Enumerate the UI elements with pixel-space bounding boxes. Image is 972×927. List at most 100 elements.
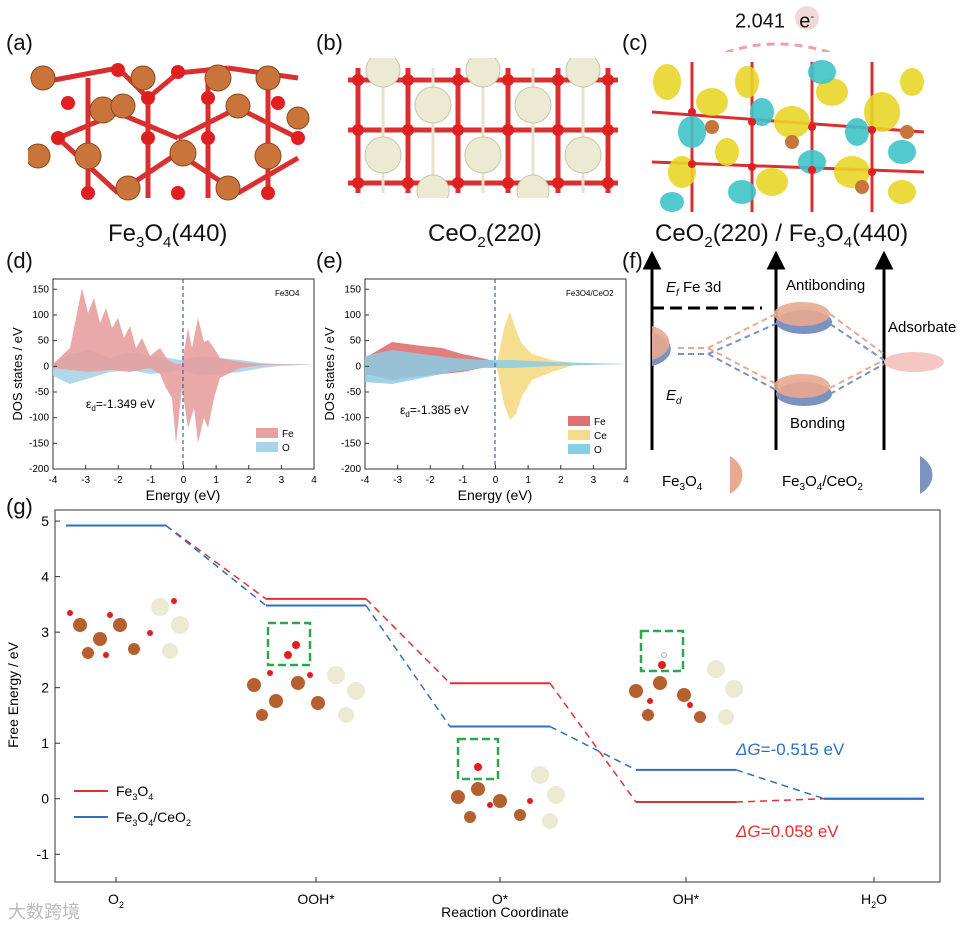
structure-inset-o: [440, 737, 572, 835]
svg-text:O: O: [282, 443, 290, 454]
svg-text:O: O: [594, 445, 602, 456]
dos-e-xtick-label: 3: [591, 475, 597, 486]
structure-inset-o2: [64, 598, 194, 663]
g-ytick-label: 3: [41, 624, 49, 640]
dos-e-xtick-label: -2: [426, 475, 435, 486]
panel-label-f: (f): [622, 248, 643, 273]
svg-text:Fe3O4: Fe3O4: [662, 473, 703, 493]
dos-e-xtick-label: 2: [558, 475, 564, 486]
connector-fe3o4-2: [549, 682, 637, 803]
dos-e-ytick-label: 0: [355, 361, 361, 372]
dos-d-legend: Fe O: [256, 428, 294, 454]
caption-b: CeO2(220): [428, 220, 542, 251]
caption-a: Fe3O4(440): [108, 220, 228, 251]
svg-text:Fe: Fe: [282, 429, 294, 440]
delta-g-fe3o4: ΔG=0.058 eV: [735, 822, 839, 841]
charge-density-image: [652, 52, 924, 214]
panel-label-c: (c): [622, 30, 648, 55]
dos-d-xtick-label: -2: [114, 475, 123, 486]
g-ylabel: Free Energy / eV: [5, 641, 21, 747]
ed-label: Ed: [666, 387, 682, 407]
dos-d-ytick-label: -50: [35, 387, 50, 398]
g-xlabel: Reaction Coordinate: [441, 904, 569, 920]
dos-e-eps: εd=-1.385 eV: [400, 403, 469, 419]
g-ytick-label: 4: [41, 569, 49, 585]
dos-d-xtick-label: 1: [213, 475, 219, 486]
dos-d-ytick-label: 150: [32, 284, 49, 295]
dos-e-legend: Fe Ce O: [568, 416, 607, 456]
dos-e-xtick-label: -4: [361, 475, 370, 486]
ed-band-fe3o4: [652, 326, 670, 360]
ef-label: Ef Fe 3d: [666, 279, 721, 299]
structure-inset-ooh: [238, 621, 370, 727]
adsorbate-level: [884, 352, 944, 372]
g-ytick-label: 2: [41, 680, 49, 696]
dos-e-ytick-label: -100: [341, 413, 361, 424]
dos-d-xtick-label: 2: [246, 475, 252, 486]
panel-label-d: (d): [6, 248, 33, 273]
dos-d-ytick-label: 100: [32, 310, 49, 321]
antibonding-label: Antibonding: [786, 277, 865, 294]
dos-e-ytick-label: 100: [344, 310, 361, 321]
g-xtick-label: OH*: [673, 891, 700, 907]
g-ytick-label: 1: [41, 735, 49, 751]
dos-e-ytick-label: 150: [344, 284, 361, 295]
dos-e-xtick-label: 4: [623, 475, 629, 486]
dos-plot-fe3o4: DOS states / eV Energy (eV) Fe3O4 εd=-1.…: [10, 278, 317, 503]
dos-e-ytick-label: -150: [341, 438, 361, 449]
connector-fe3o4-3: [735, 797, 825, 803]
connector-fe3o4-0: [165, 524, 267, 600]
dos-d-xtick-label: -3: [81, 475, 90, 486]
dos-e-corner-label: Fe3O4/CeO2: [566, 289, 614, 298]
bonding-band-fe3o4: [774, 374, 830, 398]
g-ytick-label: -1: [37, 846, 50, 862]
dos-d-xtick-label: -4: [49, 475, 58, 486]
fe3o4-structure-image: [28, 63, 310, 201]
dos-e-ylabel: DOS states / eV: [322, 327, 337, 421]
dos-d-ytick-label: 0: [43, 361, 49, 372]
dos-d-xtick-label: 0: [181, 475, 187, 486]
dos-e-xtick-label: -3: [393, 475, 402, 486]
caption-c: CeO2(220) / Fe3O4(440): [655, 220, 909, 251]
dos-d-ytick-label: -100: [29, 413, 49, 424]
plot-frame: [54, 509, 941, 883]
dos-e-ytick-label: -50: [347, 387, 362, 398]
dos-d-xlabel: Energy (eV): [146, 487, 221, 503]
adsorbate-label: Adsorbate: [888, 319, 956, 336]
g-ytick-label: 0: [41, 791, 49, 807]
connector-hetero-1: [365, 605, 451, 727]
g-xtick-label: O*: [492, 891, 509, 907]
svg-text:Fe: Fe: [594, 417, 606, 428]
dos-e-xtick-label: 1: [525, 475, 531, 486]
antibonding-band-fe3o4: [774, 302, 830, 326]
panel-label-a: (a): [6, 30, 33, 55]
svg-text:Fe3O4: Fe3O4: [116, 783, 153, 802]
g-xtick-label: OOH*: [297, 891, 335, 907]
g-ytick-label: 5: [41, 513, 49, 529]
charge-transfer-label: 2.041 e-: [735, 6, 819, 34]
dos-e-ytick-label: -200: [341, 464, 361, 475]
dos-e-ce-area: [497, 312, 626, 420]
dos-e-ytick-label: 50: [350, 336, 362, 347]
connector-fe3o4-1: [365, 598, 451, 684]
dos-d-xtick-label: 4: [311, 475, 317, 486]
dos-d-ytick-label: -150: [29, 438, 49, 449]
dos-plot-hetero: DOS states / eV Energy (eV) Fe3O4/CeO2 ε…: [322, 278, 629, 503]
dos-e-xtick-label: -1: [458, 475, 467, 486]
dos-d-corner-label: Fe3O4: [275, 289, 300, 298]
dos-e-xtick-label: 0: [493, 475, 499, 486]
schematic-legend: Fe3O4 Fe3O4/CeO2: [662, 456, 933, 494]
dos-d-eps: εd=-1.349 eV: [86, 397, 155, 413]
dos-d-ytick-label: 50: [38, 336, 50, 347]
free-energy-diagram: Free Energy / eV Reaction Coordinate -1 0…: [5, 509, 941, 920]
panel-label-g: (g): [6, 494, 33, 519]
svg-text:Fe3O4/CeO2: Fe3O4/CeO2: [782, 473, 863, 493]
watermark: 大数跨境: [8, 902, 80, 922]
panel-label-e: (e): [316, 248, 343, 273]
dos-d-xtick-label: -1: [146, 475, 155, 486]
dos-d-ylabel: DOS states / eV: [10, 327, 25, 421]
panel-label-b: (b): [316, 30, 343, 55]
structure-inset-oh: [618, 629, 750, 729]
d-band-schematic: Ef Fe 3d Ed Antibonding Bonding Adsorbat…: [642, 250, 956, 494]
g-xtick-label: O2: [108, 891, 124, 910]
